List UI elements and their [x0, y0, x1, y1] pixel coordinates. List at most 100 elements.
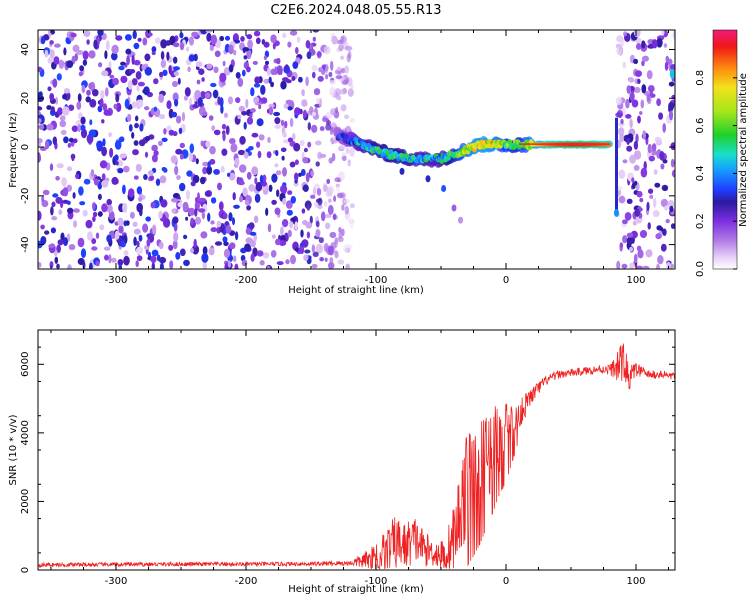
noise-blob — [142, 223, 149, 233]
noise-blob — [62, 106, 70, 116]
noise-blob — [58, 209, 63, 216]
noise-blob — [145, 32, 153, 37]
noise-blob — [207, 161, 211, 169]
noise-blob — [170, 155, 178, 164]
noise-blob — [316, 188, 322, 196]
noise-blob — [228, 44, 234, 55]
noise-blob — [263, 78, 270, 84]
noise-blob — [289, 161, 296, 168]
noise-blob — [237, 180, 245, 186]
noise-blob — [83, 178, 91, 185]
noise-blob — [227, 260, 231, 268]
noise-blob — [117, 168, 124, 174]
noise-blob — [621, 219, 628, 225]
noise-blob — [175, 148, 183, 155]
noise-blob — [325, 63, 329, 74]
noise-blob — [220, 104, 224, 114]
noise-blob — [307, 256, 312, 262]
noise-blob — [60, 115, 66, 121]
noise-blob — [117, 259, 124, 266]
noise-blob — [134, 122, 139, 129]
noise-blob — [284, 120, 288, 129]
noise-blob — [338, 227, 342, 233]
noise-blob — [642, 265, 650, 269]
noise-blob — [158, 113, 166, 120]
noise-blob — [178, 127, 183, 135]
noise-blob — [298, 172, 302, 177]
noise-blob — [47, 86, 52, 92]
noise-blob — [265, 60, 269, 65]
noise-blob — [101, 203, 108, 213]
noise-blob — [174, 99, 179, 107]
noise-blob — [223, 241, 229, 247]
noise-blob — [311, 263, 318, 269]
noise-blob — [339, 192, 346, 199]
signal-point — [479, 139, 485, 145]
noise-blob — [660, 163, 665, 170]
noise-blob — [158, 210, 163, 219]
noise-blob — [309, 215, 313, 224]
noise-blob — [629, 246, 633, 252]
noise-blob — [267, 223, 272, 233]
noise-blob — [153, 150, 159, 157]
noise-blob — [306, 204, 311, 211]
noise-blob — [670, 64, 675, 70]
noise-blob — [228, 172, 236, 181]
noise-blob — [326, 187, 333, 196]
noise-blob — [315, 243, 323, 254]
noise-blob — [46, 105, 52, 110]
noise-blob — [181, 112, 186, 122]
noise-blob — [133, 59, 141, 66]
noise-blob — [250, 253, 255, 262]
y-tick-label: 4000 — [20, 420, 31, 445]
noise-blob — [332, 213, 337, 221]
noise-blob — [640, 99, 645, 109]
noise-blob — [123, 250, 129, 256]
noise-blob — [330, 60, 334, 71]
noise-blob — [229, 242, 236, 250]
noise-blob — [88, 50, 96, 59]
noise-blob — [191, 244, 200, 255]
noise-blob — [621, 263, 628, 269]
noise-blob — [320, 211, 326, 222]
noise-blob — [72, 44, 80, 53]
noise-blob — [38, 210, 42, 221]
noise-blob — [78, 71, 83, 77]
noise-blob — [118, 265, 122, 269]
noise-blob — [91, 246, 98, 251]
noise-blob — [40, 146, 47, 151]
noise-blob — [139, 123, 144, 132]
noise-blob — [168, 129, 175, 136]
noise-blob — [300, 229, 304, 238]
noise-blob — [635, 70, 642, 77]
noise-blob — [636, 190, 643, 198]
noise-blob — [280, 184, 288, 194]
noise-blob — [201, 77, 205, 82]
noise-blob — [47, 57, 53, 64]
noise-blob — [310, 194, 316, 199]
noise-blob — [163, 128, 167, 135]
noise-blob — [86, 39, 90, 45]
noise-blob — [635, 133, 639, 143]
noise-blob — [635, 37, 642, 44]
noise-blob — [652, 210, 660, 218]
noise-blob — [172, 239, 178, 250]
noise-blob — [204, 190, 211, 197]
noise-blob — [646, 93, 651, 102]
y-tick-label: 0 — [20, 567, 31, 573]
noise-blob — [222, 236, 228, 243]
noise-blob — [243, 55, 248, 60]
noise-blob — [287, 106, 293, 111]
noise-blob — [213, 66, 219, 74]
noise-blob — [286, 209, 293, 216]
noise-blob — [272, 42, 276, 50]
noise-blob — [290, 217, 297, 222]
noise-blob — [636, 245, 642, 252]
noise-blob — [166, 100, 172, 110]
noise-blob — [250, 108, 256, 113]
noise-blob — [670, 158, 675, 168]
noise-blob — [256, 118, 264, 127]
noise-blob — [125, 48, 132, 55]
noise-blob — [73, 208, 80, 213]
noise-blob — [225, 225, 232, 234]
